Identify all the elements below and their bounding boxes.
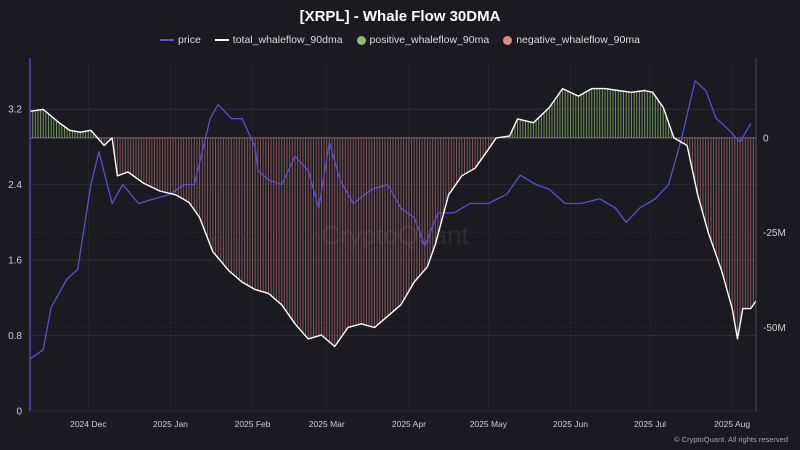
legend-swatch-price [160,39,175,41]
x-tick-label: 2025 May [470,419,508,429]
legend-swatch-positive-whaleflow [356,35,366,45]
total-whaleflow-line [29,87,757,348]
price-line [29,80,752,360]
y-right-tick-label: 0 [763,133,769,144]
series-lines [29,80,757,360]
x-tick-label: 2025 Jun [553,419,588,429]
x-tick-label: 2025 Jan [153,419,188,429]
y-right-tick-label: -50M [763,323,786,334]
x-tick-label: 2025 Mar [309,419,345,429]
chart-title: [XRPL] - Whale Flow 30DMA [299,8,501,25]
x-tick-label: 2025 Jul [634,419,666,429]
y-left-tick-label: 1.6 [8,256,22,267]
credit-text: © CryptoQuant. All rights reserved [674,435,788,444]
x-tick-label: 2024 Dec [70,419,107,429]
legend-label-positive-whaleflow: positive_whaleflow_90ma [369,34,490,46]
chart-legend: price total_whaleflow_90dma positive_wha… [0,34,800,46]
axes: 0 0.8 1.6 2.4 3.2 0 -25M -50M 2024 Dec 2025 Jan 20… [8,58,786,429]
legend-swatch-total-whaleflow [214,39,229,41]
y-left-tick-label: 2.4 [8,180,22,191]
legend-label-price: price [178,34,201,46]
legend-item-price[interactable]: price [160,34,201,46]
whaleflow-bars [29,88,757,347]
legend-item-negative-whaleflow[interactable]: negative_whaleflow_90ma [503,34,640,46]
legend-label-total-whaleflow: total_whaleflow_90dma [232,34,343,46]
x-tick-label: 2025 Aug [714,419,750,429]
y-left-tick-label: 0.8 [8,331,22,342]
y-left-tick-label: 0 [16,407,22,418]
y-right-tick-label: -25M [763,228,786,239]
x-tick-label: 2025 Feb [235,419,271,429]
x-tick-label: 2025 Apr [392,419,426,429]
legend-swatch-negative-whaleflow [503,35,513,45]
legend-item-positive-whaleflow[interactable]: positive_whaleflow_90ma [356,34,490,46]
legend-label-negative-whaleflow: negative_whaleflow_90ma [516,34,640,46]
y-left-tick-label: 3.2 [8,105,22,116]
legend-item-total-whaleflow[interactable]: total_whaleflow_90dma [214,34,343,46]
